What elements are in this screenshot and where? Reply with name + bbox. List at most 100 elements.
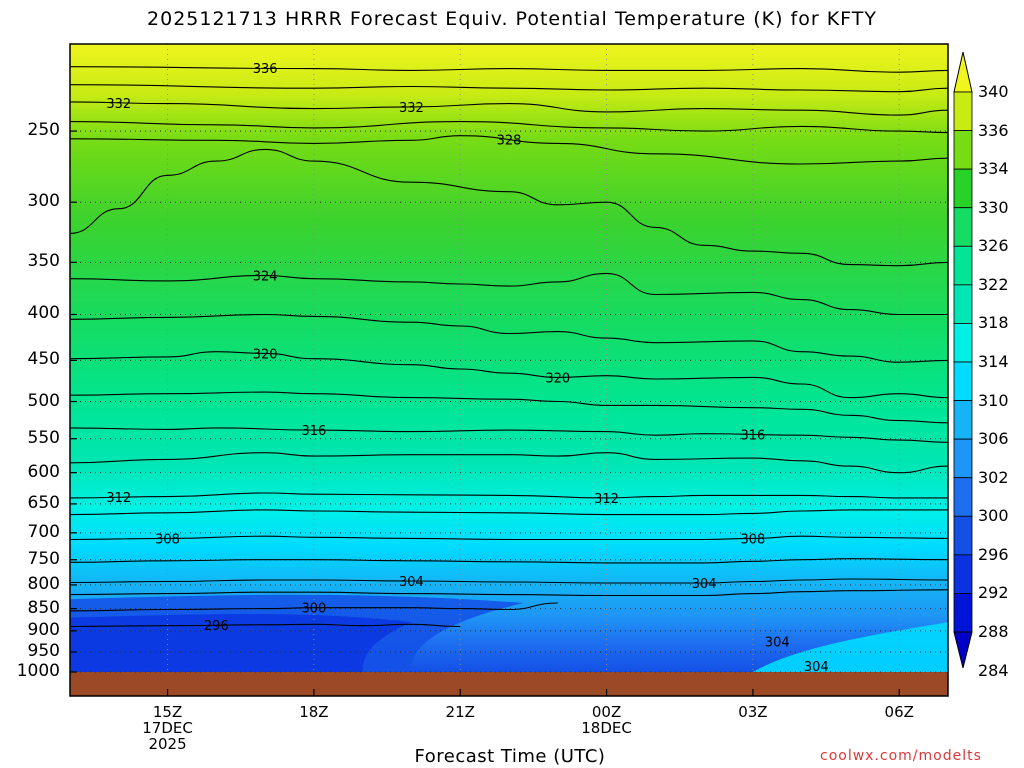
contour-label: 300 (301, 602, 326, 617)
y-tick-label: 400 (27, 303, 60, 324)
contour-328 (69, 135, 949, 165)
contour-label: 320 (545, 371, 570, 386)
y-tick-label: 500 (27, 390, 60, 411)
contour-label: 308 (740, 532, 765, 547)
y-tick-label: 850 (27, 597, 60, 618)
x-tick-label: 18Z (299, 703, 329, 721)
colorbar-label: 300 (978, 506, 1009, 526)
colorbar-label: 322 (978, 274, 1009, 294)
contour-314 (69, 452, 949, 474)
colorbar-segment (953, 361, 973, 401)
contour-332 (69, 101, 949, 116)
colorbar-label: 326 (978, 236, 1009, 256)
colorbar-label: 306 (978, 429, 1009, 449)
contour-label: 316 (740, 428, 765, 443)
colorbar-label: 318 (978, 313, 1009, 333)
x-tick-label: 00Z 18DEC (581, 703, 632, 737)
contour-label: 320 (253, 347, 278, 362)
contour-322 (69, 313, 949, 363)
y-tick-label: 450 (27, 349, 60, 370)
colorbar-label: 288 (978, 622, 1009, 641)
chart-title: 2025121713 HRRR Forecast Equiv. Potentia… (147, 8, 877, 30)
y-tick-label: 600 (27, 461, 60, 482)
x-tick-label: 15Z 17DEC 2025 (142, 703, 193, 753)
colorbar-label: 334 (978, 159, 1009, 179)
contour-label: 316 (301, 424, 326, 439)
y-tick-label: 250 (27, 120, 60, 141)
x-tick-label: 21Z (445, 703, 475, 721)
y-tick-label: 550 (27, 427, 60, 448)
contour-336 (69, 66, 949, 73)
colorbar-segment (953, 323, 973, 363)
contour-label: 308 (155, 532, 180, 547)
contour-label: 336 (253, 62, 278, 77)
cold-core-fill (70, 613, 412, 672)
contour-label: 296 (204, 619, 229, 634)
credit-link[interactable]: coolwx.com/modelts (820, 748, 982, 764)
contour-label: 304 (692, 577, 717, 592)
y-tick-label: 650 (27, 492, 60, 513)
contour-label: 332 (106, 97, 131, 112)
contour-304 (69, 578, 949, 584)
x-tick-label: 03Z (738, 703, 768, 721)
contour-310 (69, 509, 948, 516)
y-tick-label: 1000 (16, 661, 60, 681)
field-fill (70, 44, 948, 672)
x-tick-label: 06Z (884, 703, 914, 721)
contour-312 (69, 492, 948, 499)
colorbar-segment (953, 91, 973, 131)
colorbar-segment (953, 477, 973, 517)
colorbar-label: 292 (978, 583, 1009, 603)
colorbar-segment (953, 554, 973, 594)
contour-334 (69, 84, 949, 93)
y-tick-label: 950 (27, 640, 60, 661)
contour-label: 312 (106, 491, 131, 506)
contour-320 (69, 351, 949, 399)
contour-326 (69, 148, 949, 267)
ground-surface (70, 672, 948, 696)
plot-frame (69, 43, 949, 697)
colorbar-segment (953, 168, 973, 209)
y-tick-label: 350 (27, 251, 60, 272)
contour-label: 324 (253, 270, 278, 285)
contour-302 (69, 589, 949, 597)
contour-308 (69, 535, 949, 541)
colorbar-label: 330 (978, 197, 1009, 217)
colorbar-label: 310 (978, 390, 1009, 410)
colorbar-segment (953, 207, 973, 247)
contour-label: 328 (497, 134, 522, 149)
contour-300 (69, 602, 558, 612)
contour-296 (69, 623, 461, 628)
colorbar-label: 284 (978, 660, 1009, 680)
y-tick-label: 800 (27, 573, 60, 594)
y-tick-label: 700 (27, 521, 60, 542)
y-tick-label: 900 (27, 619, 60, 640)
contour-330 (69, 121, 949, 134)
colorbar-label: 340 (978, 82, 1009, 101)
colorbar-segment (953, 400, 973, 440)
contour-label: 332 (399, 101, 424, 116)
colorbar-bottom-arrow (953, 631, 973, 669)
colorbar-top-arrow (953, 51, 973, 93)
colorbar-label: 336 (978, 120, 1009, 140)
contour-label: 304 (765, 636, 790, 651)
colorbar-label: 314 (978, 352, 1009, 371)
y-tick-label: 750 (27, 548, 60, 569)
colorbar-segment (953, 438, 973, 479)
colorbar-segment (953, 245, 973, 286)
colorbar-label: 302 (978, 467, 1009, 487)
contour-318 (69, 391, 949, 424)
colorbar-segment (953, 284, 973, 324)
colorbar-segment (953, 515, 973, 556)
contour-label: 304 (399, 575, 424, 590)
contour-label: 304 (804, 660, 829, 675)
y-tick-label: 300 (27, 191, 60, 212)
contour-label: 312 (594, 492, 619, 507)
colorbar-label: 296 (978, 544, 1009, 564)
contour-316 (69, 427, 949, 443)
x-axis-title: Forecast Time (UTC) (414, 746, 606, 767)
contour-306 (69, 558, 949, 564)
contour-324 (69, 272, 948, 316)
colorbar-segment (953, 130, 973, 170)
